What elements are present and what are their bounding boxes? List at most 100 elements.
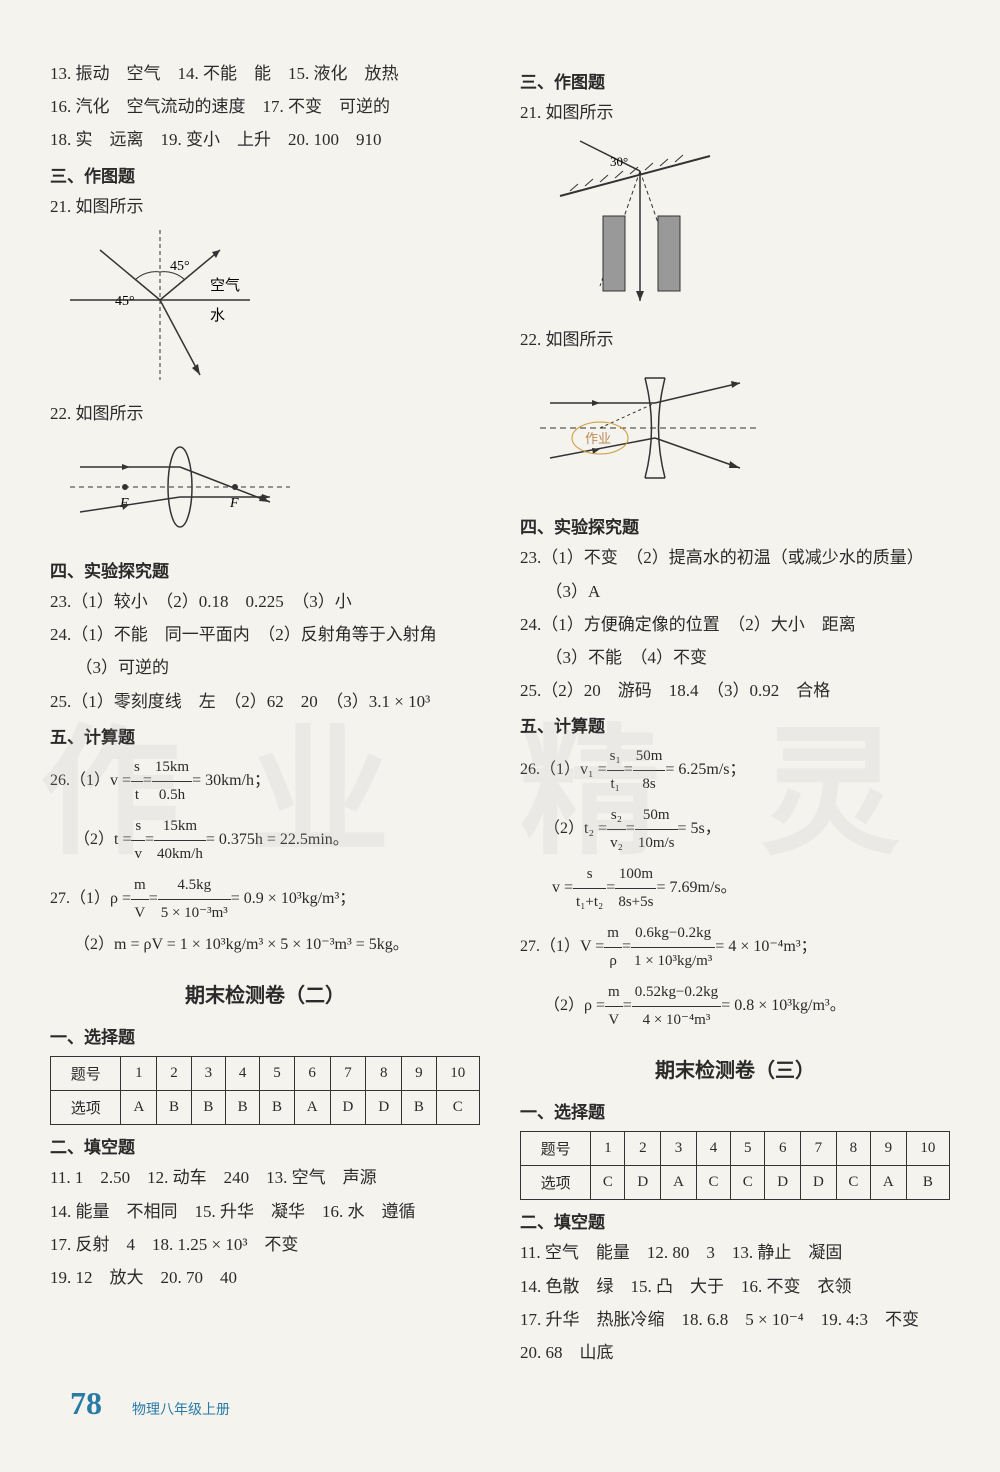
mc-answer-table: 题号12345678910 选项ABBBBADDBC [50, 1056, 480, 1125]
page-label: 物理八年级上册 [132, 1399, 230, 1419]
table-cell: B [906, 1166, 949, 1200]
section-heading: 一、选择题 [50, 1023, 480, 1048]
table-cell: A [661, 1166, 697, 1200]
table-cell: C [696, 1166, 730, 1200]
section-heading: 四、实验探究题 [520, 513, 950, 538]
table-cell: D [330, 1091, 366, 1125]
table-cell: C [836, 1166, 870, 1200]
answer-line: 22. 如图所示 [520, 326, 950, 353]
table-cell: A [294, 1091, 330, 1125]
section-heading: 三、作图题 [520, 68, 950, 93]
svg-text:F: F [229, 496, 239, 511]
table-cell: 4 [226, 1057, 260, 1091]
table-cell: 2 [625, 1132, 661, 1166]
section-heading: 五、计算题 [50, 723, 480, 748]
table-cell: 9 [870, 1132, 906, 1166]
equation: （2）t = sv = 15km40km/h = 0.375h = 22.5mi… [50, 813, 480, 868]
svg-text:水: 水 [210, 307, 225, 324]
answer-line: 24.（1）不能 同一平面内 （2）反射角等于入射角 [50, 621, 480, 648]
answer-line: 11. 空气 能量 12. 80 3 13. 静止 凝固 [520, 1239, 950, 1266]
page-number: 78 [70, 1385, 102, 1422]
table-cell: C [591, 1166, 625, 1200]
table-cell: 8 [836, 1132, 870, 1166]
svg-text:作业: 作业 [585, 431, 611, 446]
mc-answer-table: 题号12345678910 选项CDACCDDCAB [520, 1131, 950, 1200]
equation: （2）t₂ = s₂v₂ = 50m10m/s = 5s， [520, 802, 950, 857]
table-cell: 题号 [51, 1057, 121, 1091]
equation: 27.（1）ρ = mV = 4.5kg5 × 10⁻³m³ = 0.9 × 1… [50, 872, 480, 927]
concave-lens-diagram: 作业 [540, 363, 950, 498]
table-cell: 5 [731, 1132, 765, 1166]
table-cell: 2 [157, 1057, 191, 1091]
answer-line: （3）可逆的 [50, 654, 480, 681]
answer-line: 14. 色散 绿 15. 凸 大于 16. 不变 衣领 [520, 1273, 950, 1300]
table-cell: A [870, 1166, 906, 1200]
test-title: 期末检测卷（三） [520, 1054, 950, 1083]
left-column: 13. 振动 空气 14. 不能 能 15. 液化 放热 16. 汽化 空气流动… [50, 60, 480, 1372]
table-cell: D [801, 1166, 837, 1200]
two-column-layout: 13. 振动 空气 14. 不能 能 15. 液化 放热 16. 汽化 空气流动… [50, 60, 950, 1372]
answer-line: 16. 汽化 空气流动的速度 17. 不变 可逆的 [50, 93, 480, 120]
lens-diagram: F F [70, 437, 480, 542]
section-heading: 五、计算题 [520, 712, 950, 737]
answer-line: 17. 升华 热胀冷缩 18. 6.8 5 × 10⁻⁴ 19. 4:3 不变 [520, 1306, 950, 1333]
svg-text:30°: 30° [610, 154, 628, 169]
section-heading: 一、选择题 [520, 1098, 950, 1123]
table-cell: 3 [661, 1132, 697, 1166]
answer-line: 25.（1）零刻度线 左 （2）62 20 （3）3.1 × 10³ [50, 688, 480, 715]
svg-text:空气: 空气 [210, 277, 240, 294]
table-cell: 6 [294, 1057, 330, 1091]
answer-line: 24.（1）方便确定像的位置 （2）大小 距离 [520, 611, 950, 638]
table-cell: 1 [121, 1057, 157, 1091]
answer-line: 11. 1 2.50 12. 动车 240 13. 空气 声源 [50, 1164, 480, 1191]
section-heading: 二、填空题 [50, 1133, 480, 1158]
table-cell: B [402, 1091, 436, 1125]
svg-text:45°: 45° [170, 259, 190, 274]
answer-line: 23.（1）不变 （2）提高水的初温（或减少水的质量） [520, 544, 950, 571]
svg-text:45°: 45° [115, 294, 135, 309]
equation: （2）ρ = mV = 0.52kg−0.2kg4 × 10⁻⁴m³ = 0.8… [520, 979, 950, 1034]
section-heading: 四、实验探究题 [50, 557, 480, 582]
table-cell: D [765, 1166, 801, 1200]
section-heading: 三、作图题 [50, 162, 480, 187]
equation: 27.（1）V = mρ = 0.6kg−0.2kg1 × 10³kg/m³ =… [520, 920, 950, 975]
table-cell: 题号 [521, 1132, 591, 1166]
equation: （2）m = ρV = 1 × 10³kg/m³ × 5 × 10⁻³m³ = … [50, 931, 480, 960]
table-cell: D [625, 1166, 661, 1200]
answer-line: 19. 12 放大 20. 70 40 [50, 1264, 480, 1291]
table-cell: 7 [330, 1057, 366, 1091]
table-cell: 10 [436, 1057, 479, 1091]
table-cell: B [191, 1091, 225, 1125]
table-cell: 10 [906, 1132, 949, 1166]
table-cell: 4 [696, 1132, 730, 1166]
table-cell: B [226, 1091, 260, 1125]
table-cell: 选项 [51, 1091, 121, 1125]
table-cell: 3 [191, 1057, 225, 1091]
answer-line: 18. 实 远离 19. 变小 上升 20. 100 910 [50, 126, 480, 153]
right-column: 三、作图题 21. 如图所示 30° 22. 如 [520, 60, 950, 1372]
table-cell: 9 [402, 1057, 436, 1091]
mirror-diagram: 30° [540, 136, 950, 311]
answer-line: 21. 如图所示 [520, 99, 950, 126]
table-cell: 选项 [521, 1166, 591, 1200]
table-cell: C [436, 1091, 479, 1125]
table-cell: D [366, 1091, 402, 1125]
answer-line: 13. 振动 空气 14. 不能 能 15. 液化 放热 [50, 60, 480, 87]
answer-line: （3）不能 （4）不变 [520, 644, 950, 671]
table-cell: A [121, 1091, 157, 1125]
equation: 26.（1）v₁ = s₁t₁ = 50m8s = 6.25m/s； [520, 743, 950, 798]
table-cell: B [157, 1091, 191, 1125]
table-cell: B [260, 1091, 294, 1125]
table-cell: 1 [591, 1132, 625, 1166]
table-cell: 6 [765, 1132, 801, 1166]
table-cell: 7 [801, 1132, 837, 1166]
answer-line: 22. 如图所示 [50, 400, 480, 427]
test-title: 期末检测卷（二） [50, 979, 480, 1008]
equation: 26.（1）v = st = 15km0.5h = 30km/h； [50, 754, 480, 809]
answer-line: 23.（1）较小 （2）0.18 0.225 （3）小 [50, 588, 480, 615]
table-cell: 5 [260, 1057, 294, 1091]
page-footer: 78 物理八年级上册 [70, 1385, 230, 1422]
section-heading: 二、填空题 [520, 1208, 950, 1233]
refraction-diagram: 45° 45° 空气 水 [70, 230, 480, 385]
answer-line: 14. 能量 不相同 15. 升华 凝华 16. 水 遵循 [50, 1198, 480, 1225]
